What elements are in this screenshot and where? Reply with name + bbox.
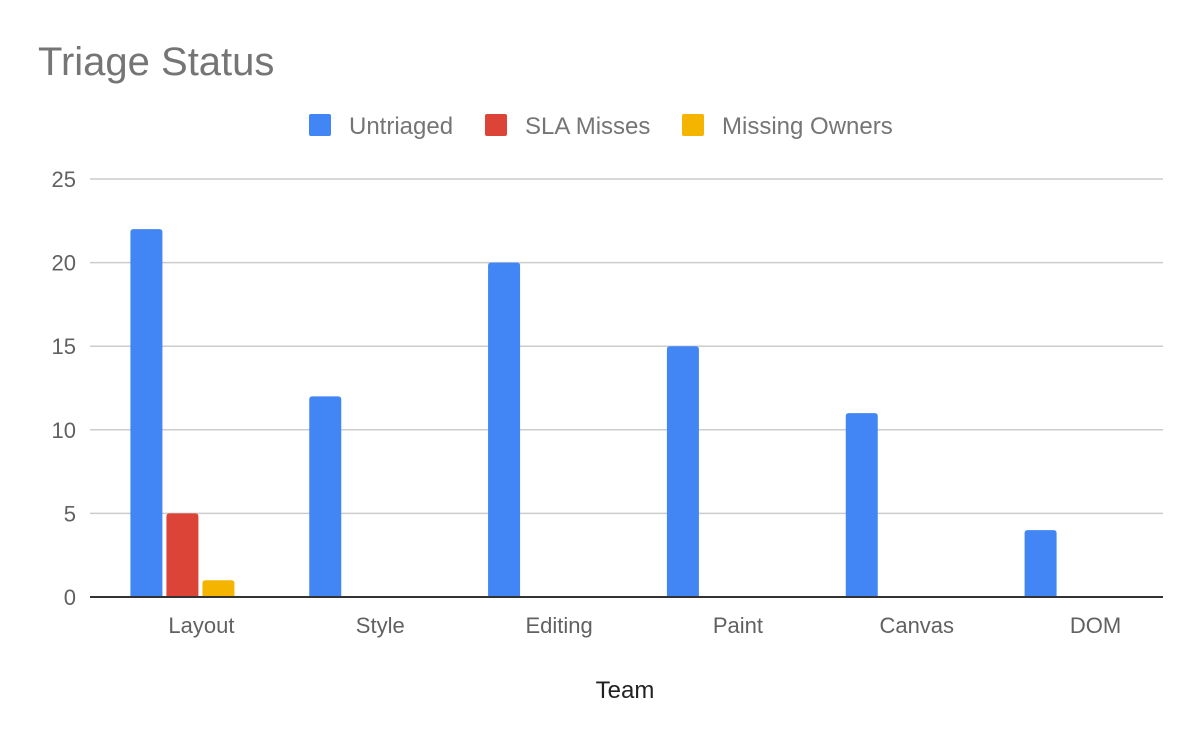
bar-untriaged-paint	[666, 346, 699, 597]
bar-missing-owners-layout	[202, 580, 235, 597]
x-axis-title: Team	[596, 677, 655, 704]
x-tick-label: Paint	[713, 613, 763, 638]
bar-untriaged-editing	[488, 262, 521, 597]
y-axis-ticks: 0 5 10 15 20 25	[52, 167, 76, 610]
y-tick-label: 20	[52, 251, 76, 276]
legend-label: Untriaged	[349, 113, 453, 140]
x-tick-label: Canvas	[879, 613, 954, 638]
x-tick-label: Layout	[168, 613, 234, 638]
legend: Untriaged SLA Misses Missing Owners	[309, 113, 893, 140]
y-tick-label: 5	[64, 501, 76, 526]
legend-swatch	[682, 114, 704, 136]
bar-untriaged-style	[309, 396, 342, 597]
y-tick-label: 0	[64, 585, 76, 610]
x-axis-ticks: Layout Style Editing Paint Canvas DOM	[168, 613, 1121, 638]
y-tick-label: 25	[52, 167, 76, 192]
legend-swatch	[485, 114, 507, 136]
bar-untriaged-dom	[1024, 530, 1057, 597]
legend-swatch	[309, 114, 331, 136]
x-tick-label: Editing	[525, 613, 592, 638]
legend-label: Missing Owners	[722, 113, 893, 140]
bars	[130, 229, 1057, 597]
bar-sla-misses-layout	[166, 513, 199, 597]
bar-untriaged-canvas	[845, 413, 878, 597]
y-tick-label: 15	[52, 334, 76, 359]
x-tick-label: DOM	[1070, 613, 1121, 638]
bar-untriaged-layout	[130, 229, 163, 597]
x-tick-label: Style	[356, 613, 405, 638]
gridlines	[90, 178, 1163, 515]
legend-label: SLA Misses	[525, 113, 650, 140]
y-tick-label: 10	[52, 418, 76, 443]
chart-title: Triage Status	[38, 40, 274, 84]
